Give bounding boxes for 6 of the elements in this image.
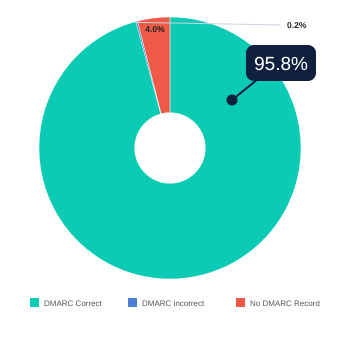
- data-label: 4.0%: [145, 24, 166, 34]
- legend-label: DMARC Correct: [44, 299, 103, 308]
- data-label: 0.2%: [287, 20, 307, 30]
- data-label: 95.8%: [254, 54, 308, 75]
- legend-label: No DMARC Record: [250, 299, 320, 308]
- legend-label: DMARC incorrect: [142, 299, 206, 308]
